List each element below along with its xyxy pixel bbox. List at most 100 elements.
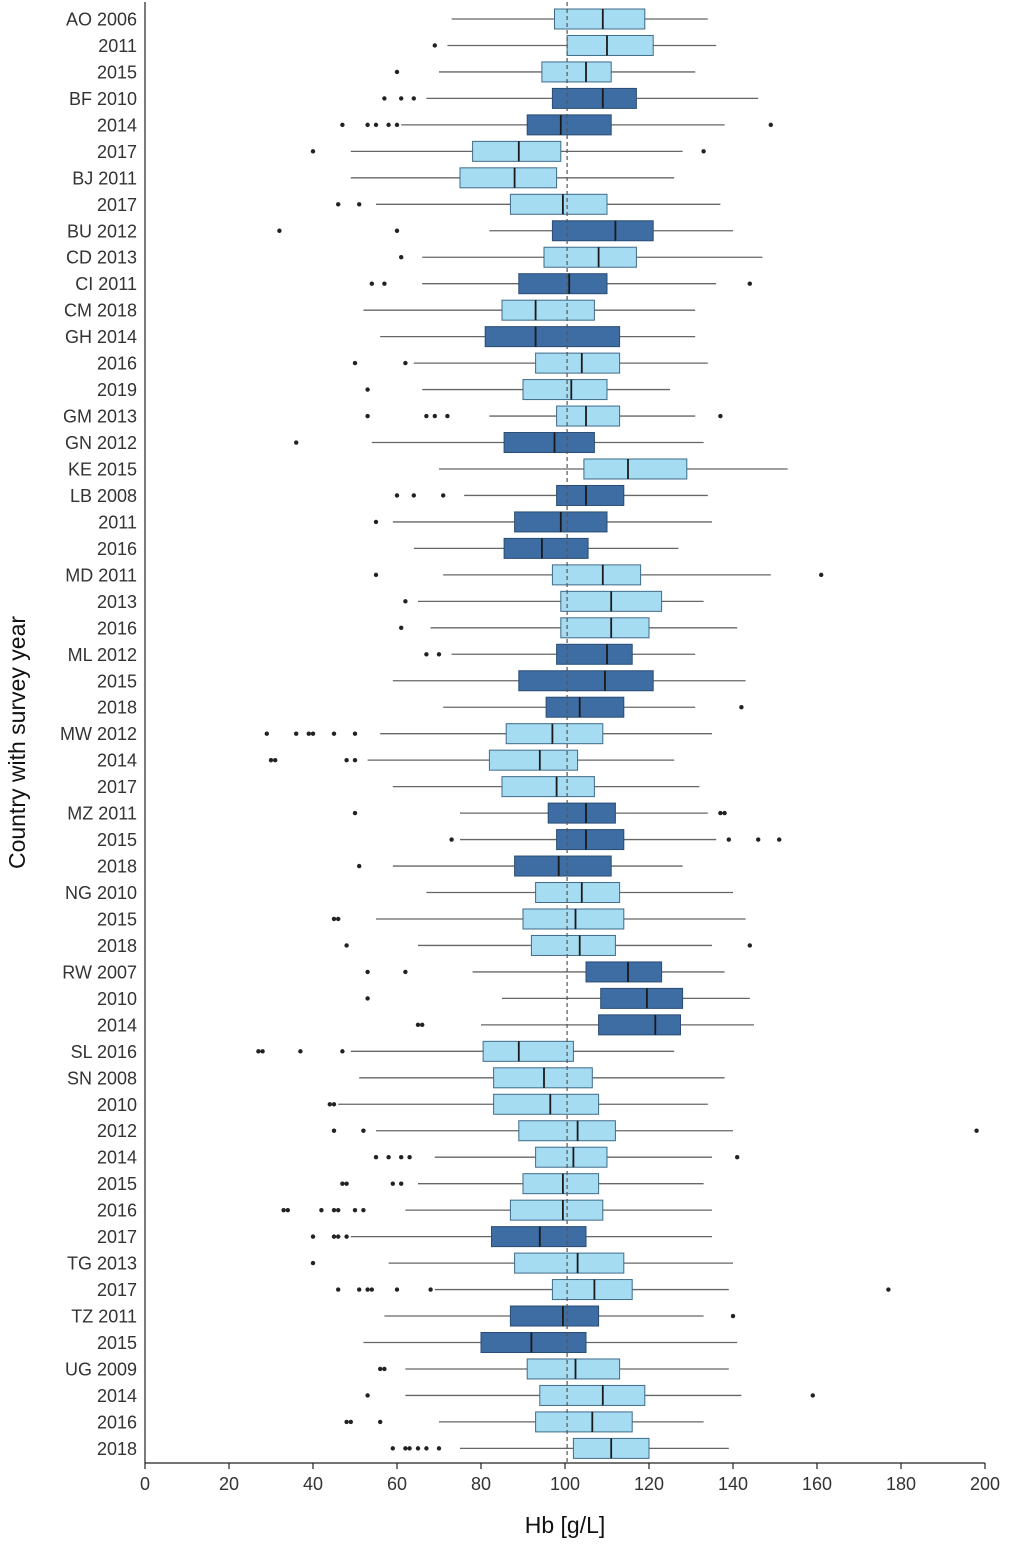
outlier-point (344, 1234, 349, 1239)
box-row: TG 2013 (67, 1252, 733, 1274)
iqr-box (535, 352, 621, 374)
category-label: AO 2006 (66, 10, 137, 30)
iqr-box (583, 458, 688, 480)
box-row: SN 2008 (67, 1067, 725, 1089)
category-label: 2017 (97, 777, 137, 797)
outlier-point (331, 731, 337, 736)
box-row: GN 2012 (65, 432, 704, 454)
outlier-point (352, 757, 358, 763)
outlier-point (348, 1419, 353, 1425)
iqr-box (551, 564, 642, 586)
category-label: 2018 (97, 936, 137, 956)
outlier-point (365, 387, 370, 392)
category-label: 2011 (98, 36, 137, 56)
x-axis-ticks: 0 20 40 60 80 100 120 140 160 180 200 (140, 1463, 1000, 1494)
outlier-point (382, 1366, 387, 1372)
category-label: TG 2013 (67, 1254, 137, 1274)
outlier-point (403, 599, 408, 604)
outlier-point (331, 1234, 337, 1239)
category-label: 2018 (97, 698, 137, 718)
box-row: UG 2009 (65, 1358, 729, 1380)
box-row: 2011 (98, 34, 717, 56)
iqr-box (501, 776, 595, 798)
box-row: 2015 (97, 670, 746, 692)
box-row: CI 2011 (75, 273, 752, 295)
outlier-point (365, 1287, 370, 1292)
outlier-point (352, 1207, 358, 1213)
outlier-point (441, 493, 446, 498)
iqr-box (535, 882, 621, 904)
category-label: 2015 (97, 671, 137, 691)
box-row: 2016 (97, 352, 708, 374)
outlier-point (394, 493, 400, 498)
outlier-point (260, 1049, 265, 1054)
category-label: BU 2012 (67, 221, 137, 241)
outlier-point (369, 1287, 374, 1292)
category-label: 2019 (97, 380, 137, 400)
iqr-box (514, 855, 612, 877)
outlier-point (373, 122, 379, 128)
box-row: TZ 2011 (71, 1305, 736, 1327)
outlier-point (756, 837, 761, 842)
category-label: CI 2011 (75, 274, 137, 294)
outlier-point (365, 413, 370, 419)
box-row: 2017 (97, 1226, 712, 1248)
x-tick-label: 100 (550, 1474, 580, 1494)
box-row: SL 2016 (71, 1040, 675, 1062)
x-tick-label: 40 (303, 1474, 323, 1494)
outlier-point (974, 1128, 979, 1133)
iqr-box (530, 934, 616, 956)
box-row: 2014 (97, 749, 675, 771)
category-label: UG 2009 (65, 1359, 137, 1379)
category-label: 2015 (97, 62, 137, 82)
outlier-point (344, 1419, 349, 1425)
box-row: BJ 2011 (72, 167, 675, 189)
outlier-point (361, 1207, 366, 1213)
category-label: GH 2014 (65, 327, 137, 347)
outlier-point (373, 519, 379, 525)
iqr-box (482, 1040, 574, 1062)
category-label: 2015 (97, 909, 137, 929)
iqr-box (585, 961, 663, 983)
outlier-point (336, 1234, 341, 1239)
outlier-point (273, 757, 278, 763)
category-label: MW 2012 (60, 724, 137, 744)
iqr-box (547, 802, 616, 824)
box-row: 2014 (97, 1384, 815, 1406)
iqr-box (493, 1067, 593, 1089)
outlier-point (336, 1287, 341, 1292)
category-label: TZ 2011 (71, 1307, 137, 1327)
outlier-point (424, 652, 429, 657)
box-row: 2010 (97, 987, 750, 1009)
iqr-box (491, 1226, 587, 1248)
outlier-point (390, 1446, 395, 1451)
outlier-point (399, 255, 404, 260)
outlier-point (424, 413, 429, 419)
iqr-box (518, 273, 608, 295)
box-row: 2016 (97, 1199, 712, 1221)
iqr-box (556, 643, 633, 665)
box-row: 2015 (97, 1173, 704, 1195)
box-row: 2019 (97, 379, 670, 401)
outlier-point (436, 652, 442, 657)
box-row: 2011 (98, 511, 712, 533)
outlier-point (373, 572, 379, 578)
iqr-box (509, 1305, 600, 1327)
x-axis-title: Hb [g/L] (525, 1512, 606, 1538)
iqr-box (503, 432, 595, 454)
outlier-point (319, 1207, 324, 1213)
outlier-point (747, 281, 752, 286)
box-row: 2010 (97, 1093, 708, 1115)
outlier-point (382, 281, 387, 286)
outlier-point (432, 43, 437, 48)
box-row: BU 2012 (67, 220, 733, 242)
x-tick-label: 160 (802, 1474, 832, 1494)
outlier-point (336, 202, 341, 207)
outlier-point (449, 837, 454, 842)
outlier-point (735, 1155, 740, 1160)
outlier-point (331, 1102, 337, 1107)
outlier-point (331, 1207, 337, 1213)
iqr-box (484, 326, 621, 348)
outlier-point (403, 969, 408, 975)
